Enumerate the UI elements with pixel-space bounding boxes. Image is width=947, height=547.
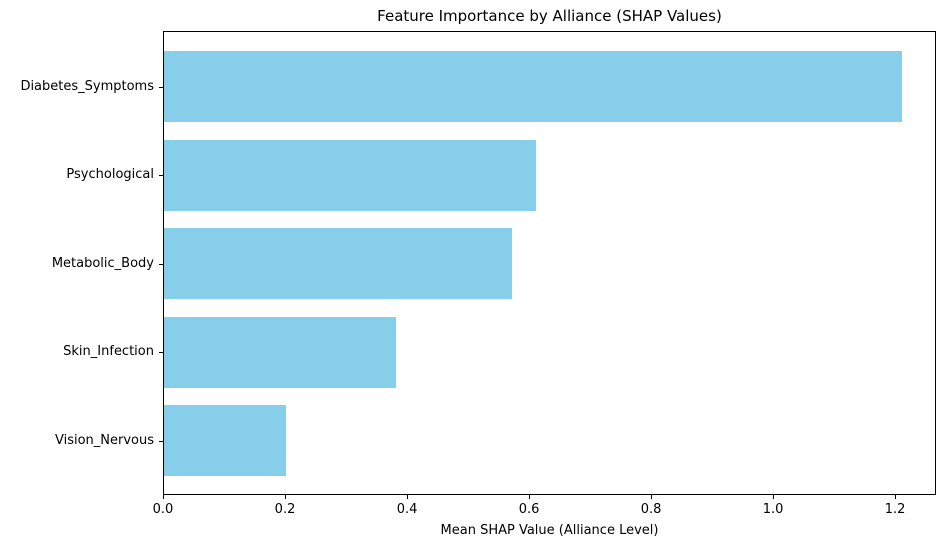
xtick-label-1.0: 1.0 [762, 502, 784, 517]
bar-vision_nervous [164, 405, 287, 477]
ytick-label-metabolic_body: Metabolic_Body [51, 255, 154, 271]
y-tick-mark [159, 440, 163, 442]
bar-metabolic_body [164, 228, 512, 300]
y-tick-mark [159, 263, 163, 265]
x-axis-label: Mean SHAP Value (Alliance Level) [440, 523, 659, 538]
ytick-label-vision_nervous: Vision_Nervous [54, 432, 154, 448]
x-tick-mark [285, 495, 287, 499]
xtick-label-0.8: 0.8 [640, 502, 662, 517]
xtick-label-0.2: 0.2 [274, 502, 296, 517]
x-tick-mark [651, 495, 653, 499]
bar-skin_infection [164, 316, 396, 388]
x-tick-mark [895, 495, 897, 499]
bar-diabetes_symptoms [164, 51, 903, 122]
ytick-label-skin_infection: Skin_Infection [63, 344, 154, 360]
x-tick-mark [529, 495, 531, 499]
xtick-label-0.0: 0.0 [152, 502, 174, 517]
ytick-label-diabetes_symptoms: Diabetes_Symptoms [20, 78, 154, 94]
xtick-label-0.4: 0.4 [396, 502, 418, 517]
y-tick-mark [159, 175, 163, 177]
x-tick-mark [773, 495, 775, 499]
x-tick-mark [163, 495, 164, 499]
xtick-label-1.2: 1.2 [884, 502, 906, 517]
plot-area [163, 31, 936, 495]
xtick-label-0.6: 0.6 [518, 502, 540, 517]
x-tick-mark [407, 495, 409, 499]
y-tick-mark [159, 86, 163, 88]
ytick-label-psychological: Psychological [66, 167, 154, 183]
y-tick-mark [159, 352, 163, 354]
chart-title: Feature Importance by Alliance (SHAP Val… [377, 7, 722, 25]
bar-psychological [164, 139, 537, 211]
